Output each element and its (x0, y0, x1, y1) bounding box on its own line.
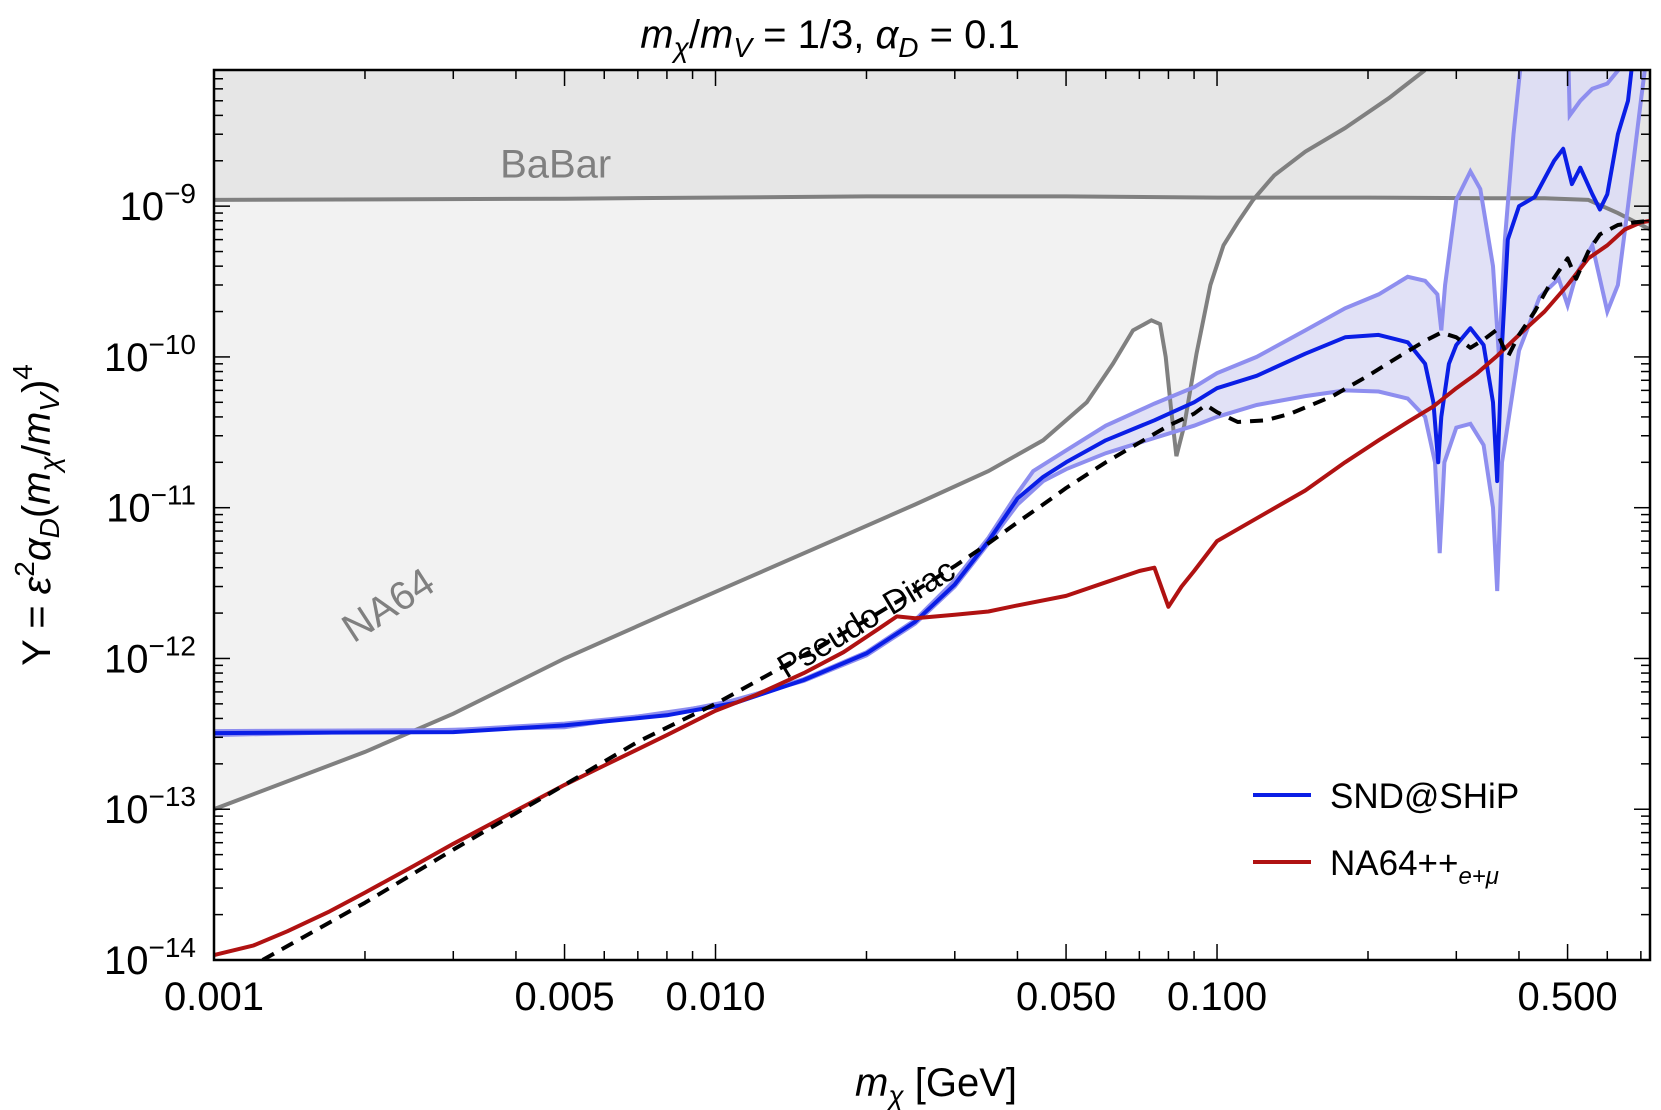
legend-label-na64pp: NA64++e+μ (1330, 844, 1499, 890)
chart-title: mχ/mV = 1/3, αD = 0.1 (640, 13, 1019, 63)
na64-boundary-line (214, 70, 1427, 812)
y-axis-label: Y = ε2αD(mχ/mV)4 (7, 364, 65, 666)
x-tick-label: 0.100 (1167, 975, 1267, 1019)
na64-excluded-region (214, 70, 1426, 810)
babar-excluded-region (214, 70, 1650, 230)
legend: SND@SHiP NA64++e+μ (1253, 777, 1519, 890)
x-tick-label: 0.050 (1016, 975, 1116, 1019)
pseudo-dirac-line (261, 218, 1650, 960)
na64pp-line (214, 218, 1650, 957)
y-tick-label: 10−12 (104, 630, 196, 681)
x-tick-label: 0.005 (514, 975, 614, 1019)
snd-ship-line (214, 70, 1634, 736)
y-tick-label: 10−13 (104, 781, 196, 832)
x-tick-label: 0.500 (1518, 975, 1618, 1019)
y-tick-label: 10−14 (104, 932, 196, 983)
babar-label: BaBar (500, 142, 611, 186)
y-tick-label: 10−10 (104, 329, 196, 380)
y-tick-label: 10−11 (106, 480, 196, 531)
snd-band-upper-edge-2 (1566, 70, 1621, 122)
x-tick-label: 0.001 (164, 975, 264, 1019)
x-axis-label: mχ [GeV] (855, 1061, 1017, 1110)
y-tick-label: 10−9 (120, 178, 196, 229)
legend-label-snd: SND@SHiP (1330, 777, 1519, 816)
x-tick-label: 0.010 (665, 975, 765, 1019)
